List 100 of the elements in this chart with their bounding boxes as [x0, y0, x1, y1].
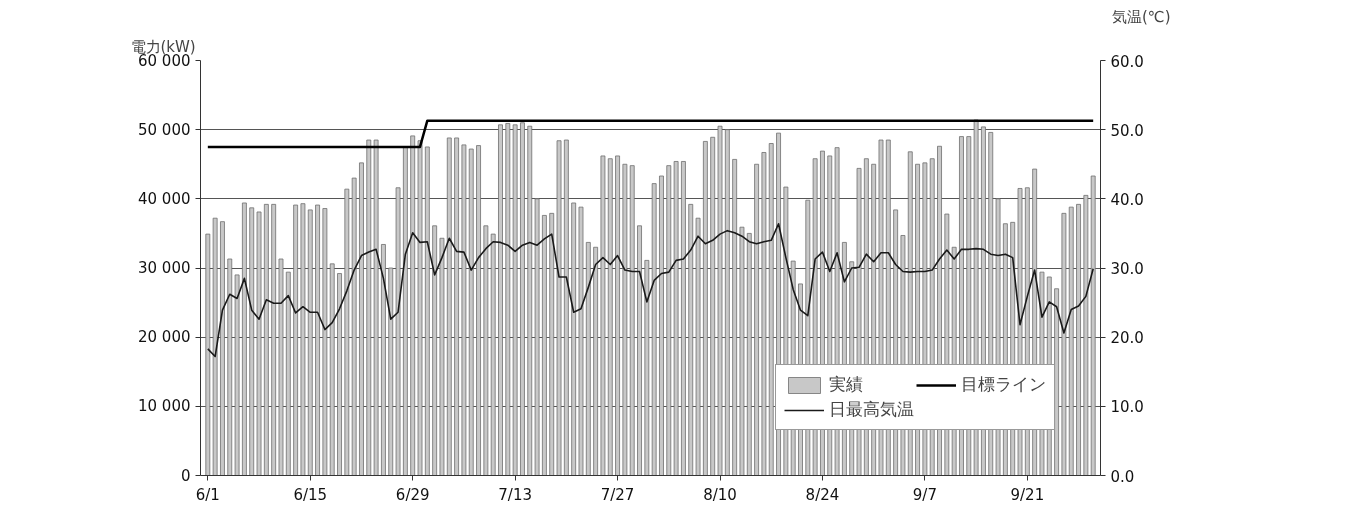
bar [271, 203, 277, 476]
x-tick-label: 6/15 [293, 485, 328, 504]
bar [490, 233, 496, 476]
bar [329, 263, 335, 476]
bar [593, 246, 599, 476]
bar [1076, 203, 1081, 476]
bar [1061, 212, 1067, 476]
bar [505, 123, 511, 476]
bar [322, 208, 328, 476]
bar [498, 124, 503, 476]
bar [534, 198, 540, 476]
bar [359, 162, 364, 476]
bar [278, 258, 284, 476]
bar [373, 139, 379, 476]
x-tick-label: 8/10 [703, 485, 737, 504]
bar [717, 125, 723, 476]
y-tick-label: 0 [180, 466, 191, 485]
bar [410, 135, 416, 476]
y2-tick-label: 30.0 [1110, 260, 1144, 278]
bar [337, 273, 342, 476]
y2-tick-label: 60.0 [1110, 52, 1144, 71]
bar [1083, 194, 1089, 476]
y-tick-label: 30 000 [138, 259, 191, 277]
line-series [207, 222, 1094, 358]
bar [659, 175, 664, 476]
y2-axis-title: 気温(℃) [1111, 7, 1171, 26]
legend-label: 実績 [829, 373, 863, 396]
bar [710, 136, 716, 476]
bar [285, 271, 291, 476]
bar [468, 148, 474, 476]
bar [520, 122, 525, 476]
bar [388, 267, 394, 476]
x-tick-label: 8/24 [805, 485, 840, 504]
bar [615, 155, 620, 476]
bar [688, 203, 694, 476]
bar [768, 143, 774, 476]
bar [476, 145, 481, 476]
bar [666, 165, 672, 476]
bar [249, 207, 255, 476]
bar [307, 209, 313, 476]
y-tick-label: 50 000 [138, 120, 191, 139]
bar [402, 146, 408, 476]
x-tick-label: 6/29 [395, 485, 430, 504]
bar [681, 161, 686, 476]
bar [381, 244, 386, 476]
y2-tick-label: 0.0 [1110, 467, 1135, 486]
bar [578, 206, 584, 476]
bar [432, 225, 438, 476]
x-tick-label: 7/13 [498, 485, 532, 504]
bar [234, 274, 240, 476]
bar [739, 226, 745, 476]
bar [483, 225, 489, 476]
bar [300, 203, 306, 476]
bar [315, 204, 320, 476]
bar [256, 211, 262, 476]
bar [732, 159, 738, 476]
bar [724, 129, 730, 476]
bar [556, 140, 562, 476]
bar [512, 124, 518, 476]
bar [424, 146, 430, 476]
bar [585, 242, 591, 476]
bar [607, 158, 613, 476]
bar [637, 225, 642, 476]
bar [673, 161, 679, 476]
y2-tick-label: 20.0 [1110, 329, 1144, 348]
bar [366, 139, 372, 476]
bar [446, 137, 452, 476]
y-tick-label: 10 000 [138, 397, 191, 416]
bar [395, 187, 401, 476]
bar [454, 137, 460, 476]
bar [212, 217, 218, 476]
bar [600, 155, 606, 476]
y2-tick-label: 40.0 [1110, 190, 1144, 209]
y-axis-title: 電力(kW) [130, 37, 196, 56]
bar [220, 221, 225, 476]
legend-label: 目標ライン [961, 373, 1046, 396]
bar [549, 212, 555, 476]
bar [571, 202, 577, 476]
y2-tick-label: 50.0 [1110, 121, 1144, 140]
bar [541, 215, 547, 476]
bar [1054, 288, 1060, 476]
bar [527, 125, 533, 476]
x-tick-label: 9/7 [912, 485, 937, 504]
bar [263, 203, 269, 476]
x-tick-label: 6/1 [195, 485, 220, 504]
bar [1090, 175, 1096, 476]
bar [702, 141, 708, 476]
bar [241, 202, 247, 476]
bar [293, 204, 299, 476]
bar [563, 139, 569, 476]
x-tick-label: 9/21 [1010, 485, 1045, 504]
bar [417, 140, 423, 476]
bar [761, 152, 767, 476]
x-tick-label: 7/27 [600, 485, 635, 504]
bar [622, 163, 628, 476]
bar [754, 163, 760, 476]
y-tick-label: 20 000 [138, 328, 191, 347]
bar [1068, 206, 1074, 476]
bar [227, 258, 233, 476]
bar [629, 165, 635, 476]
